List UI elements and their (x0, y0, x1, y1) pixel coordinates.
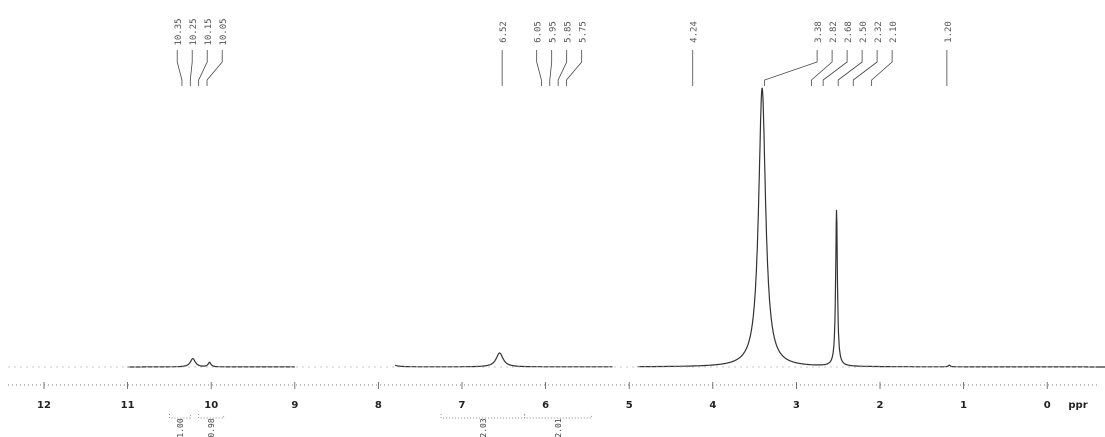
peak-label-10-25: 10.25 (189, 18, 199, 45)
peak-label-5-95: 5.95 (549, 21, 559, 43)
peak-label-connector (206, 50, 223, 86)
tick-label-12: 12 (37, 400, 51, 411)
peak-label-connector (822, 50, 848, 86)
peak-label-2-68: 2.68 (844, 21, 854, 43)
peak-label-10-15: 10.15 (204, 18, 214, 45)
tick-label-10: 10 (204, 400, 218, 411)
integral-value: 1.00 (176, 418, 185, 437)
peak-label-4-24: 4.24 (690, 21, 700, 43)
integral-bracket (524, 414, 592, 419)
peak-label-connector (176, 50, 183, 86)
x-axis: 12 11 10 9 8 7 6 5 4 3 2 1 0 ppr (8, 382, 1098, 411)
spectrum-trace-segment-3 (637, 87, 1105, 368)
peak-label-1-20: 1.20 (944, 21, 954, 43)
peak-label-3-38: 3.38 (814, 21, 824, 43)
peak-label-connector (566, 50, 583, 86)
peak-label-5-85: 5.85 (564, 21, 574, 43)
peak-label-2-82: 2.82 (829, 21, 839, 43)
peak-label-connector (198, 50, 208, 86)
peak-label-6-05: 6.05 (534, 21, 544, 43)
peak-label-5-75: 5.75 (579, 21, 589, 43)
spectrum-trace-segment-2 (394, 352, 613, 368)
spectrum-trace-segment-1 (127, 357, 295, 368)
integral-bracket (440, 414, 526, 419)
peak-label-connector (536, 50, 542, 86)
tick-label-4: 4 (709, 400, 716, 411)
integral-value: 2.03 (479, 418, 488, 437)
spectrum-layer (8, 87, 1105, 368)
peak-label-connector (871, 50, 893, 86)
tick-label-7: 7 (459, 400, 466, 411)
peak-label-connector (557, 50, 568, 86)
tick-label-3: 3 (793, 400, 800, 411)
peak-label-10-35: 10.35 (174, 18, 184, 45)
tick-label-0: 0 (1044, 400, 1051, 411)
peak-label-2-32: 2.32 (874, 21, 884, 43)
peak-label-2-50: 2.50 (859, 21, 869, 43)
integral-bracket (169, 414, 191, 419)
tick-label-9: 9 (291, 400, 298, 411)
integral-bracket (198, 414, 225, 419)
tick-label-6: 6 (542, 400, 549, 411)
peak-label-connector (852, 50, 878, 86)
peak-label-6-52: 6.52 (499, 21, 509, 43)
peak-label-connector (811, 50, 833, 86)
integral-value: 0.98 (207, 418, 216, 437)
tick-label-1: 1 (960, 400, 967, 411)
peak-label-2-10: 2.10 (889, 21, 899, 43)
integral-layer: 1.00 0.98 2.01 2.03 (169, 414, 592, 437)
tick-label-2: 2 (877, 400, 884, 411)
tick-label-8: 8 (375, 400, 382, 411)
tick-label-11: 11 (121, 400, 135, 411)
peak-label-connector (837, 50, 863, 86)
peak-label-connector (764, 50, 818, 86)
integral-value: 2.01 (554, 418, 563, 437)
axis-unit-label: ppr (1068, 400, 1087, 411)
peak-label-10-05: 10.05 (219, 18, 229, 45)
tick-label-5: 5 (626, 400, 633, 411)
peak-label-connector (549, 50, 553, 86)
peak-label-connector (189, 50, 193, 86)
peak-label-layer: 10.35 10.25 10.15 10.05 6.05 5.95 5.85 5.75 6.52… (174, 18, 954, 86)
